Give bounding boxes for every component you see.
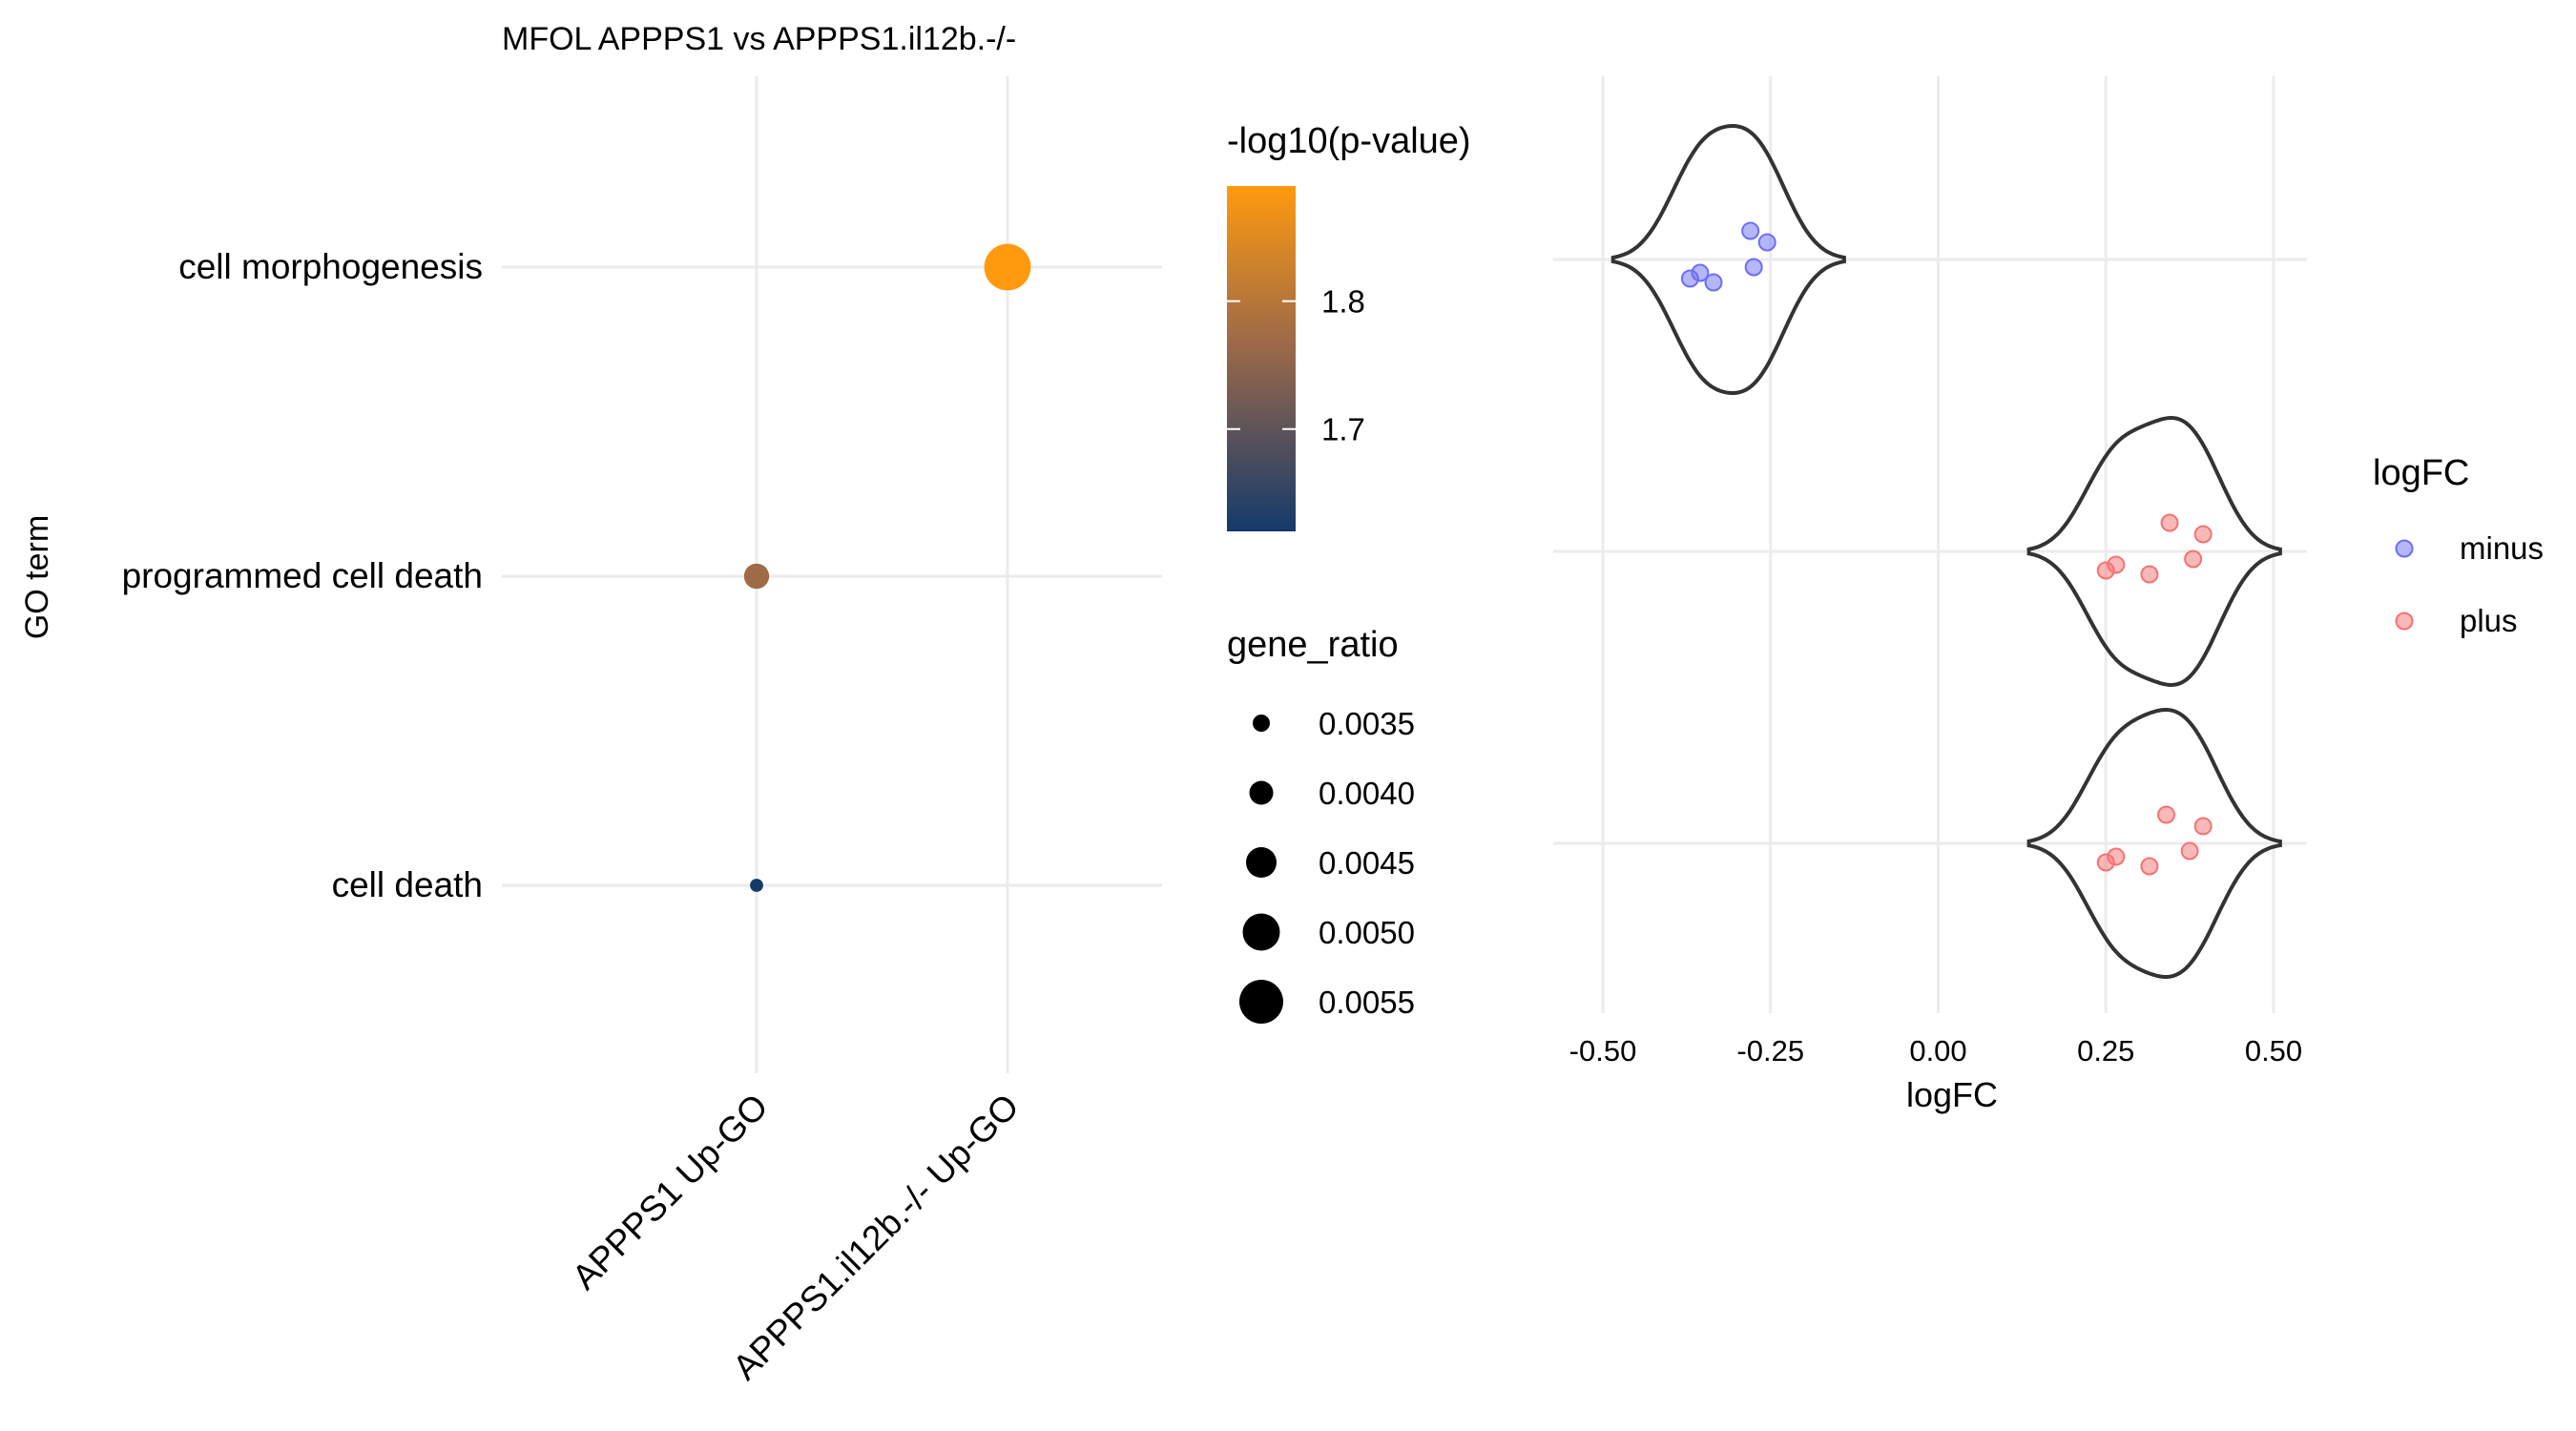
violin-x-tick-label: -0.25 (1736, 1034, 1804, 1068)
color-legend-tick-label: 1.7 (1321, 412, 1365, 447)
violin-x-tick-label: 0.50 (2245, 1034, 2302, 1068)
dotplot-y-tick-cell-death: cell death (332, 865, 483, 904)
dotplot-y-tick-labels: cell morphogenesis programmed cell death c… (122, 247, 483, 904)
size-legend-items: 0.0035 0.0040 0.0045 0.0050 0.0055 (1239, 706, 1415, 1024)
size-legend-symbol-1 (1249, 780, 1274, 805)
dotplot-title: MFOL APPPS1 vs APPPS1.il12b.-/- (502, 21, 1016, 57)
violin-x-axis-label: logFC (1906, 1075, 1998, 1114)
size-legend-label: 0.0050 (1319, 915, 1415, 950)
violin-legend-items: minus plus (2395, 530, 2544, 638)
violin-point-programmed-cell-death (2184, 550, 2203, 569)
dotplot-point-cell-morphogenesis (984, 243, 1031, 291)
dotplot-grid (502, 76, 1162, 1073)
violin-panel: -0.50 -0.25 0.00 0.25 0.50 logFC (1553, 76, 2307, 1114)
violin-legend-label-minus: minus (2460, 530, 2544, 566)
violin-point-cell-morphogenesis (1691, 263, 1710, 282)
violin-legend: logFC minus plus (2373, 453, 2544, 638)
dotplot-points (743, 243, 1031, 892)
dotplot-x-tick-appps1-il12b-up-go: APPPS1.il12b.-/- Up-GO (725, 1087, 1026, 1387)
violin-point-cell-morphogenesis (1704, 273, 1723, 292)
color-legend-tick-label: 1.8 (1321, 284, 1365, 320)
color-legend-title: -log10(p-value) (1227, 121, 1471, 161)
dotplot-point-programmed-cell-death (743, 563, 770, 590)
color-legend: -log10(p-value) 1.7 1.8 (1227, 121, 1471, 531)
dotplot-y-tick-cell-morphogenesis: cell morphogenesis (178, 247, 483, 286)
dotplot-x-tick-appps1-up-go: APPPS1 Up-GO (565, 1087, 776, 1297)
size-legend-label: 0.0055 (1319, 985, 1415, 1020)
violin-x-tick-label: -0.50 (1569, 1034, 1637, 1068)
size-legend-title: gene_ratio (1227, 625, 1399, 665)
size-legend-symbol-3 (1242, 913, 1280, 951)
violin-x-tick-labels: -0.50 -0.25 0.00 0.25 0.50 (1569, 1034, 2303, 1068)
size-legend-symbol-4 (1239, 980, 1283, 1024)
violin-point-cell-death (2193, 817, 2212, 836)
violin-cell-morphogenesis (1610, 124, 1846, 395)
size-legend-symbol-0 (1253, 715, 1270, 732)
violin-point-programmed-cell-death (2107, 555, 2126, 574)
violin-point-cell-death (2180, 841, 2199, 861)
violin-point-programmed-cell-death (2160, 513, 2179, 532)
violin-point-cell-morphogenesis (1741, 221, 1760, 240)
violin-grid (1553, 76, 2307, 1013)
size-legend-label: 0.0045 (1319, 845, 1415, 881)
violin-legend-title: logFC (2373, 453, 2469, 493)
violin-cell-death (2026, 708, 2282, 979)
violin-legend-key-minus (2395, 539, 2414, 558)
violin-legend-key-plus (2395, 612, 2414, 631)
violin-point-cell-death (2140, 857, 2159, 876)
size-legend: gene_ratio 0.0035 0.0040 0.0045 0.0050 0.005… (1227, 625, 1415, 1024)
violin-point-cell-morphogenesis (1757, 233, 1776, 252)
violin-x-tick-label: 0.25 (2077, 1034, 2134, 1068)
size-legend-label: 0.0040 (1319, 776, 1415, 811)
color-legend-ticks: 1.7 1.8 (1227, 284, 1365, 447)
dotplot-y-tick-programmed-cell-death: programmed cell death (122, 556, 483, 595)
violin-legend-label-plus: plus (2460, 603, 2518, 638)
violin-x-tick-label: 0.00 (1909, 1034, 1966, 1068)
size-legend-label: 0.0035 (1319, 706, 1415, 741)
violin-points (1680, 221, 2212, 876)
size-legend-symbol-2 (1246, 847, 1277, 878)
dotplot-panel: MFOL APPPS1 vs APPPS1.il12b.-/- cell mor… (19, 21, 1162, 1387)
dotplot-y-axis-label: GO term (19, 515, 55, 639)
violin-programmed-cell-death (2026, 415, 2282, 688)
violin-point-programmed-cell-death (2193, 525, 2212, 544)
violin-shapes (1610, 124, 2282, 979)
color-legend-bar (1227, 186, 1296, 531)
violin-point-cell-death (2107, 847, 2126, 866)
violin-point-cell-morphogenesis (1744, 258, 1763, 277)
violin-point-programmed-cell-death (2140, 565, 2159, 584)
dotplot-point-cell-death (750, 879, 763, 892)
violin-point-cell-death (2157, 805, 2176, 824)
